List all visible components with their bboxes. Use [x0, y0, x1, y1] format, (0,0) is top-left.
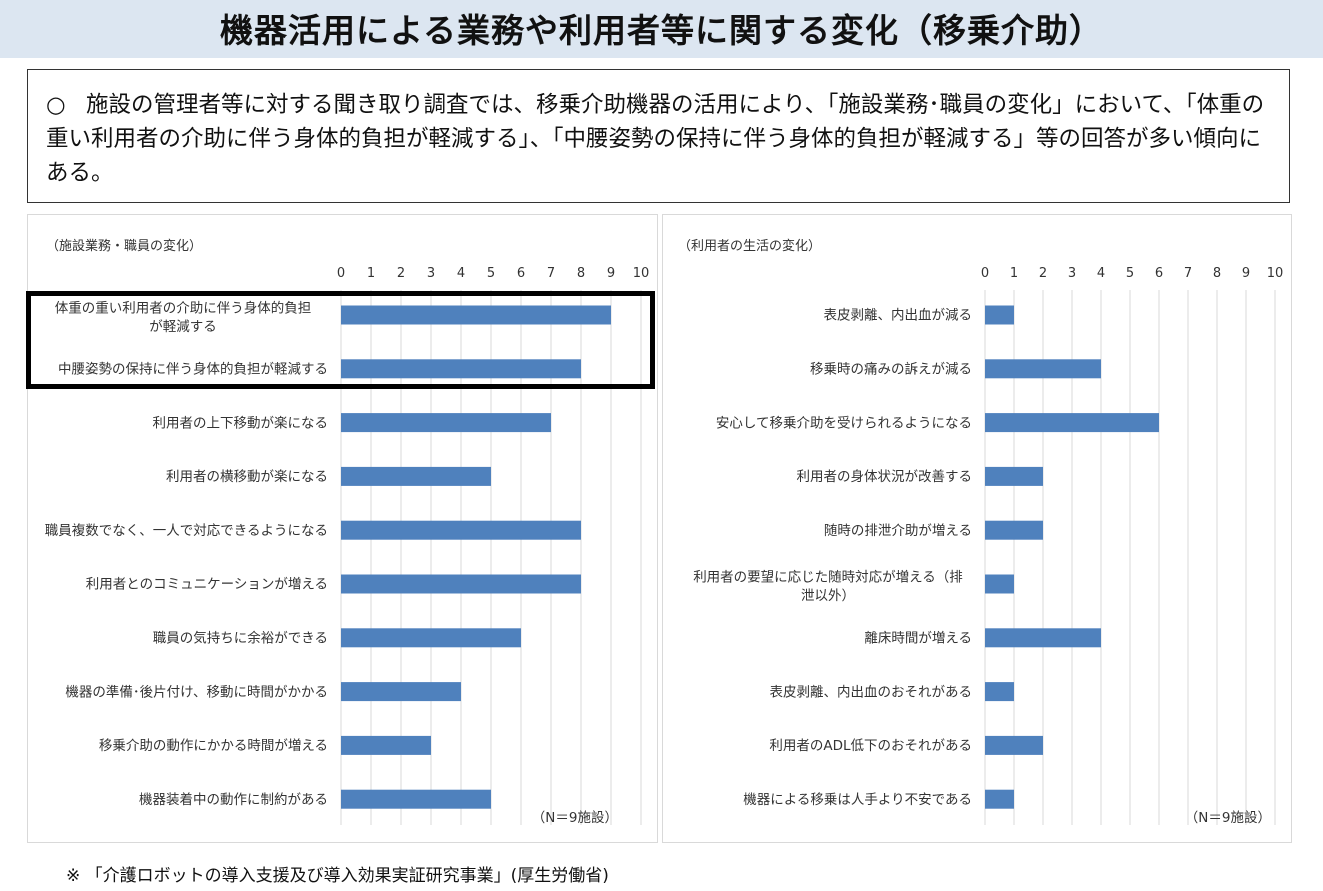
chart-panel-residents: （利用者の生活の変化） 0 1 2 3 4 5 6 7 8 9 10 表皮剥離、内出血が減る移乗時の痛み…	[662, 214, 1292, 843]
summary-text: 施設の管理者等に対する聞き取り調査では、移乗介助機器の活用により、「施設業務･職…	[46, 92, 1265, 186]
category-label-line: が軽減する	[149, 318, 217, 335]
bar	[341, 682, 461, 702]
bar	[341, 628, 521, 648]
footnote: ※ 「介護ロボットの導入支援及び導入効果実証研究事業」(厚生労働省)	[66, 866, 609, 886]
x-tick-label: 7	[1184, 266, 1192, 281]
bar	[985, 413, 1159, 433]
x-tick-label: 8	[577, 266, 585, 281]
category-label: 随時の排泄介助が増える	[824, 523, 972, 539]
category-label: 体重の重い利用者の介助に伴う身体的負担が軽減する	[55, 300, 312, 335]
chart-resident-life: （利用者の生活の変化） 0 1 2 3 4 5 6 7 8 9 10 表皮剥離、内出血が減る移乗時の痛み…	[678, 238, 1284, 826]
category-label: 移乗時の痛みの訴えが減る	[810, 361, 972, 378]
category-label: 機器装着中の動作に制約がある	[139, 791, 328, 808]
x-tick-label: 10	[633, 266, 650, 281]
category-label: 利用者の上下移動が楽になる	[153, 415, 329, 431]
bar	[341, 359, 581, 379]
chart-panel-facility: （施設業務・職員の変化） 0 1 2 3 4 5 6 7 8 9 10 体重の重い利用者の介助に伴う身体…	[27, 214, 658, 843]
category-label: 利用者とのコミュニケーションが増える	[86, 577, 328, 593]
x-tick-label: 2	[397, 266, 405, 281]
category-label-line: 利用者の要望に応じた随時対応が増える（排	[693, 569, 963, 585]
summary-box: ○ 施設の管理者等に対する聞き取り調査では、移乗介助機器の活用により、「施設業務･…	[27, 69, 1290, 203]
chart-title: （施設業務・職員の変化）	[46, 238, 202, 254]
category-label: 移乗介助の動作にかかる時間が増える	[99, 738, 328, 754]
title-bar	[0, 0, 1323, 58]
x-tick-label: 0	[981, 266, 989, 281]
bar	[341, 735, 431, 755]
summary-bullet: ○	[46, 92, 66, 118]
category-label: 表皮剥離、内出血が減る	[824, 307, 973, 324]
bar	[341, 413, 551, 433]
category-label: 利用者の横移動が楽になる	[166, 469, 328, 485]
chart-facility-staff: （施設業務・職員の変化） 0 1 2 3 4 5 6 7 8 9 10 体重の重い利用者の介助に伴う身体…	[45, 238, 650, 826]
bar	[985, 628, 1101, 648]
bar	[341, 574, 581, 594]
category-label: 利用者の身体状況が改善する	[797, 469, 973, 485]
bar	[985, 735, 1043, 755]
bar	[985, 789, 1014, 809]
bar	[985, 359, 1101, 379]
category-label: 利用者の要望に応じた随時対応が増える（排泄以外）	[693, 569, 963, 604]
x-tick-label: 1	[367, 266, 375, 281]
page-title: 機器活用による業務や利用者等に関する変化（移乗介助）	[219, 11, 1103, 50]
x-tick-label: 5	[1126, 266, 1134, 281]
bar	[985, 574, 1014, 594]
x-tick-label: 9	[607, 266, 615, 281]
x-tick-label: 3	[427, 266, 435, 281]
x-tick-label: 8	[1213, 266, 1221, 281]
x-tick-label: 2	[1039, 266, 1047, 281]
x-tick-label: 6	[1155, 266, 1163, 281]
bar	[341, 520, 581, 540]
bar	[985, 520, 1043, 540]
bar	[341, 305, 611, 325]
category-label: 安心して移乗介助を受けられるようになる	[716, 415, 972, 431]
x-tick-label: 10	[1267, 266, 1284, 281]
category-label-line: 泄以外）	[801, 588, 855, 604]
x-tick-label: 6	[517, 266, 525, 281]
bar	[985, 466, 1043, 486]
category-label: 機器の準備･後片付け、移動に時間がかかる	[65, 684, 328, 700]
sample-size-note: （N＝9施設）	[1185, 810, 1271, 826]
chart-title: （利用者の生活の変化）	[678, 238, 821, 254]
category-label: 表皮剥離、内出血のおそれがある	[770, 684, 973, 700]
bar	[985, 682, 1014, 702]
category-label: 中腰姿勢の保持に伴う身体的負担が軽減する	[58, 361, 328, 378]
category-label: 機器による移乗は人手より不安である	[743, 792, 972, 808]
x-tick-label: 5	[487, 266, 495, 281]
category-label: 離床時間が増える	[864, 631, 972, 647]
bar	[341, 789, 491, 809]
sample-size-note: （N＝9施設）	[532, 810, 618, 826]
bar	[341, 466, 491, 486]
category-label: 職員複数でなく、一人で対応できるようになる	[45, 522, 328, 539]
category-label: 職員の気持ちに余裕ができる	[153, 630, 328, 647]
x-tick-label: 9	[1242, 266, 1250, 281]
x-tick-label: 3	[1068, 266, 1076, 281]
x-tick-label: 4	[1097, 266, 1105, 281]
category-label-line: 体重の重い利用者の介助に伴う身体的負担	[55, 300, 312, 316]
x-tick-label: 7	[547, 266, 555, 281]
x-tick-label: 1	[1010, 266, 1018, 281]
x-tick-label: 0	[337, 266, 345, 281]
bar	[985, 305, 1014, 325]
category-label: 利用者のADL低下のおそれがある	[769, 738, 972, 754]
x-tick-label: 4	[457, 266, 465, 281]
